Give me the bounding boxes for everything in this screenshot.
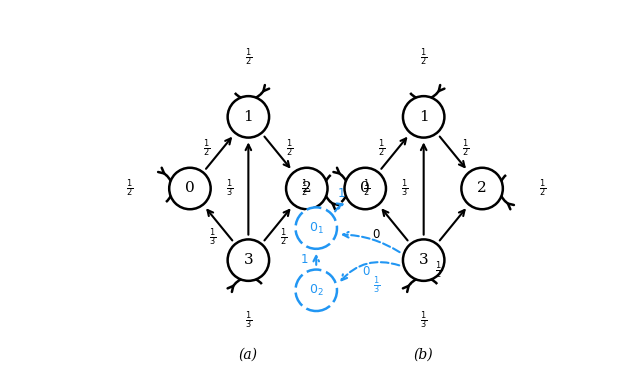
Text: $\frac{1}{2}$: $\frac{1}{2}$ (461, 137, 469, 159)
Circle shape (228, 96, 269, 138)
Circle shape (286, 168, 328, 209)
Text: (a): (a) (239, 347, 258, 362)
Text: 3: 3 (419, 253, 429, 267)
Text: $\frac{1}{2}$: $\frac{1}{2}$ (244, 46, 252, 67)
Text: $1$: $1$ (300, 253, 308, 266)
Text: $\frac{1}{3}$: $\frac{1}{3}$ (420, 310, 428, 331)
Text: $\frac{1}{2}$: $\frac{1}{2}$ (203, 137, 211, 159)
Text: $\frac{1}{2}$: $\frac{1}{2}$ (364, 178, 371, 199)
Text: 1: 1 (419, 110, 429, 124)
Text: $\frac{1}{2}$: $\frac{1}{2}$ (126, 178, 133, 199)
Text: 1: 1 (243, 110, 253, 124)
Circle shape (228, 239, 269, 281)
Circle shape (461, 168, 503, 209)
Text: $0$: $0$ (362, 265, 371, 278)
Text: $\frac{1}{2}$: $\frac{1}{2}$ (539, 178, 546, 199)
Circle shape (344, 168, 386, 209)
Text: $0_1$: $0_1$ (309, 221, 324, 236)
Text: 2: 2 (477, 181, 487, 196)
Text: $0_2$: $0_2$ (309, 283, 324, 298)
Text: $\frac{1}{2}$: $\frac{1}{2}$ (287, 137, 294, 159)
Circle shape (296, 207, 337, 249)
Text: 0: 0 (185, 181, 195, 196)
Circle shape (403, 96, 444, 138)
Text: $\frac{1}{2}$: $\frac{1}{2}$ (280, 226, 287, 248)
Text: $\frac{1}{2}$: $\frac{1}{2}$ (301, 178, 308, 199)
Text: $\frac{1}{3}$: $\frac{1}{3}$ (372, 274, 380, 296)
Text: $\frac{1}{2}$: $\frac{1}{2}$ (420, 46, 428, 67)
Text: $0$: $0$ (372, 228, 381, 241)
Text: $\frac{1}{3}$: $\frac{1}{3}$ (209, 226, 216, 248)
Text: $\frac{1}{3}$: $\frac{1}{3}$ (401, 178, 408, 199)
Text: $\frac{1}{3}$: $\frac{1}{3}$ (244, 310, 252, 331)
Text: $\frac{1}{2}$: $\frac{1}{2}$ (435, 259, 442, 281)
Text: $\frac{1}{2}$: $\frac{1}{2}$ (378, 137, 386, 159)
Text: 0: 0 (360, 181, 370, 196)
Text: $\frac{1}{3}$: $\frac{1}{3}$ (226, 178, 234, 199)
Circle shape (296, 270, 337, 311)
Text: $1$: $1$ (337, 187, 345, 200)
Circle shape (169, 168, 211, 209)
Text: 3: 3 (244, 253, 253, 267)
Text: 2: 2 (302, 181, 312, 196)
Circle shape (403, 239, 444, 281)
Text: (b): (b) (414, 347, 433, 362)
